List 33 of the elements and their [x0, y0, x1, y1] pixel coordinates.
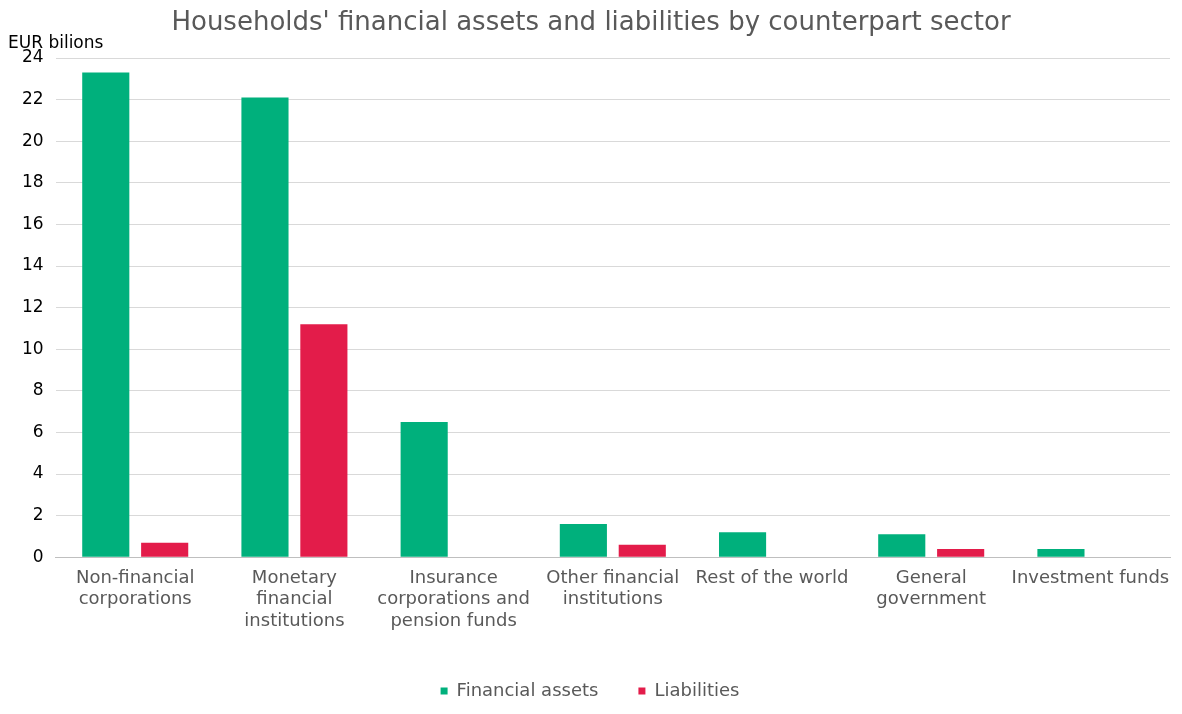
y-tick-label: 16 [21, 212, 44, 233]
y-tick-label: 8 [32, 379, 44, 400]
x-tick-label: Rest of the world [695, 565, 849, 587]
y-tick-label: 2 [32, 504, 44, 525]
x-tick-label: Investment funds [1011, 565, 1170, 587]
bar [141, 542, 189, 557]
legend-label: Liabilities [654, 678, 740, 700]
y-tick-label: 20 [21, 129, 44, 150]
bar [82, 72, 130, 557]
legend-label: Financial assets [456, 678, 599, 700]
y-tick-label: 6 [32, 420, 44, 441]
chart-title: Households' financial assets and liabilities by counterpart sector [171, 6, 1011, 36]
bar [719, 532, 767, 557]
bar [937, 548, 985, 557]
x-tick-label: General government [876, 565, 987, 609]
bar [241, 97, 289, 557]
y-tick-label: 22 [21, 88, 44, 109]
y-tick-label: 18 [21, 171, 44, 192]
bar [618, 544, 666, 557]
bar [878, 534, 926, 557]
y-tick-label: 10 [21, 337, 44, 358]
y-tick-label: 14 [21, 254, 44, 275]
y-tick-label: 0 [32, 545, 44, 566]
x-tick-label: Other financial institutions [546, 565, 680, 609]
bar [300, 324, 348, 557]
y-tick-label: 12 [21, 296, 44, 317]
x-tick-label: Insurance corporations and pension funds [377, 565, 530, 630]
bar [1037, 548, 1085, 557]
x-tick-label: Monetary financial institutions [244, 565, 345, 630]
x-tick-label: Non-financial corporations [75, 565, 195, 609]
bar [559, 523, 607, 557]
y-tick-label: 4 [32, 462, 44, 483]
bar [400, 422, 448, 557]
